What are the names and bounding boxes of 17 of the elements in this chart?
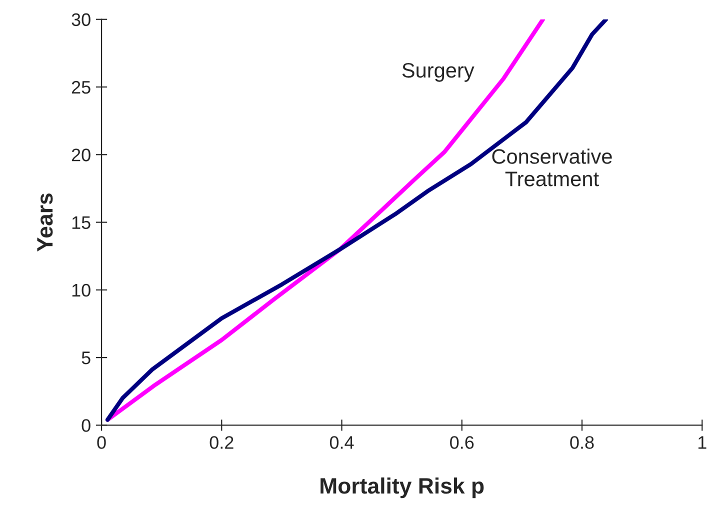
series-label: Surgery (402, 62, 474, 82)
x-tick-label: 0.2 (210, 436, 234, 449)
y-tick-label: 0 (82, 419, 90, 432)
series-label: Conservative Treatment (492, 148, 612, 186)
x-tick-label: 0.6 (450, 436, 474, 449)
x-axis-title: Mortality Risk p (320, 477, 484, 498)
y-tick-label: 10 (72, 284, 90, 297)
x-tick-label: 0.8 (570, 436, 594, 449)
x-tick-label: 0 (97, 436, 106, 449)
y-axis-title: Years (37, 194, 53, 252)
y-tick-label: 5 (82, 352, 90, 364)
y-tick-label: 20 (72, 148, 90, 162)
x-tick-label: 1 (698, 436, 706, 449)
y-tick-label: 15 (72, 216, 90, 229)
y-tick-label: 30 (72, 13, 90, 26)
x-tick-label: 0.4 (330, 436, 354, 449)
y-tick-label: 25 (72, 80, 90, 94)
